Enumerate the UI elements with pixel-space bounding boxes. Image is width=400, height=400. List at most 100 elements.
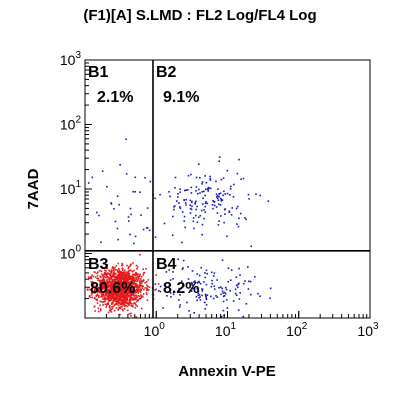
event-dot [196,221,199,224]
event-dot [105,288,108,290]
event-dot [131,291,134,294]
event-dot [189,289,191,292]
event-dot [192,220,195,223]
event-dot [179,206,181,208]
event-dot [119,284,121,286]
event-dot [215,196,218,198]
event-dot [234,288,237,291]
event-dot [195,208,197,211]
event-dot [122,281,124,283]
event-dot [191,205,193,208]
event-dot [126,279,128,281]
event-dot [134,277,136,279]
event-dot [112,290,114,292]
event-dot [127,281,129,283]
event-dot [190,290,193,292]
event-dot [115,278,117,280]
event-dot [218,195,220,198]
event-dot [127,286,129,288]
event-dot [117,290,119,293]
event-dot [103,298,106,301]
event-dot [112,302,114,304]
event-dot [236,223,238,225]
y-tick-label: 101 [60,179,82,197]
event-dot [116,288,119,290]
event-dot [221,290,224,293]
event-dot [154,289,156,291]
event-dot [106,266,108,269]
event-dot [122,299,124,302]
event-dot [126,296,129,299]
event-dot [133,269,135,272]
event-dot [122,292,124,295]
event-dot [121,289,124,291]
event-dot [178,287,180,290]
event-dot [128,294,131,297]
event-dot [205,283,208,286]
event-dot [123,272,125,275]
event-dot [125,289,128,291]
event-dot [112,283,115,286]
event-dot [106,279,108,281]
event-dot [112,305,114,308]
event-dot [121,273,123,275]
event-dot [203,209,205,211]
event-dot [201,223,204,226]
event-dot [196,282,199,284]
event-dot [107,292,110,294]
event-dot [111,306,113,308]
event-dot [137,290,139,292]
event-dot [123,272,126,275]
event-dot [207,189,209,191]
event-dot [210,295,212,298]
event-dot [117,238,119,241]
event-dot [103,271,106,274]
event-dot [123,278,126,280]
event-dot [121,296,124,299]
event-dot [122,303,124,306]
event-dot [104,296,106,298]
event-dot [113,297,115,300]
event-dot [230,269,233,271]
event-dot [204,293,207,296]
event-dot [91,176,94,179]
event-dot [198,294,201,296]
event-dot [102,298,104,300]
event-dot [249,280,252,283]
event-dot [213,272,216,274]
event-dot [143,271,146,274]
event-dot [121,264,124,266]
event-dot [139,284,142,286]
event-dot [238,217,240,220]
event-dot [133,292,135,294]
event-dot [215,206,218,208]
event-dot [123,302,125,304]
event-dot [195,186,198,188]
event-dot [102,301,104,303]
event-dot [106,304,108,306]
event-dot [123,290,126,292]
event-dot [136,283,138,286]
event-dot [109,286,112,289]
event-dot [128,304,130,306]
event-dot [110,288,113,291]
event-dot [220,315,223,318]
event-dot [244,217,246,219]
event-dot [130,213,132,216]
event-dot [164,285,166,287]
event-dot [113,290,115,292]
event-dot [139,280,141,282]
event-dot [185,282,188,285]
event-dot [114,269,117,271]
event-dot [234,292,237,295]
event-dot [113,208,115,210]
event-dot [89,288,91,291]
event-dot [187,174,190,177]
event-dot [220,215,222,217]
event-dot [97,289,99,291]
event-dot [201,181,204,183]
event-dot [174,176,177,179]
event-dot [229,188,232,190]
event-dot [201,288,204,291]
event-dot [101,280,104,283]
